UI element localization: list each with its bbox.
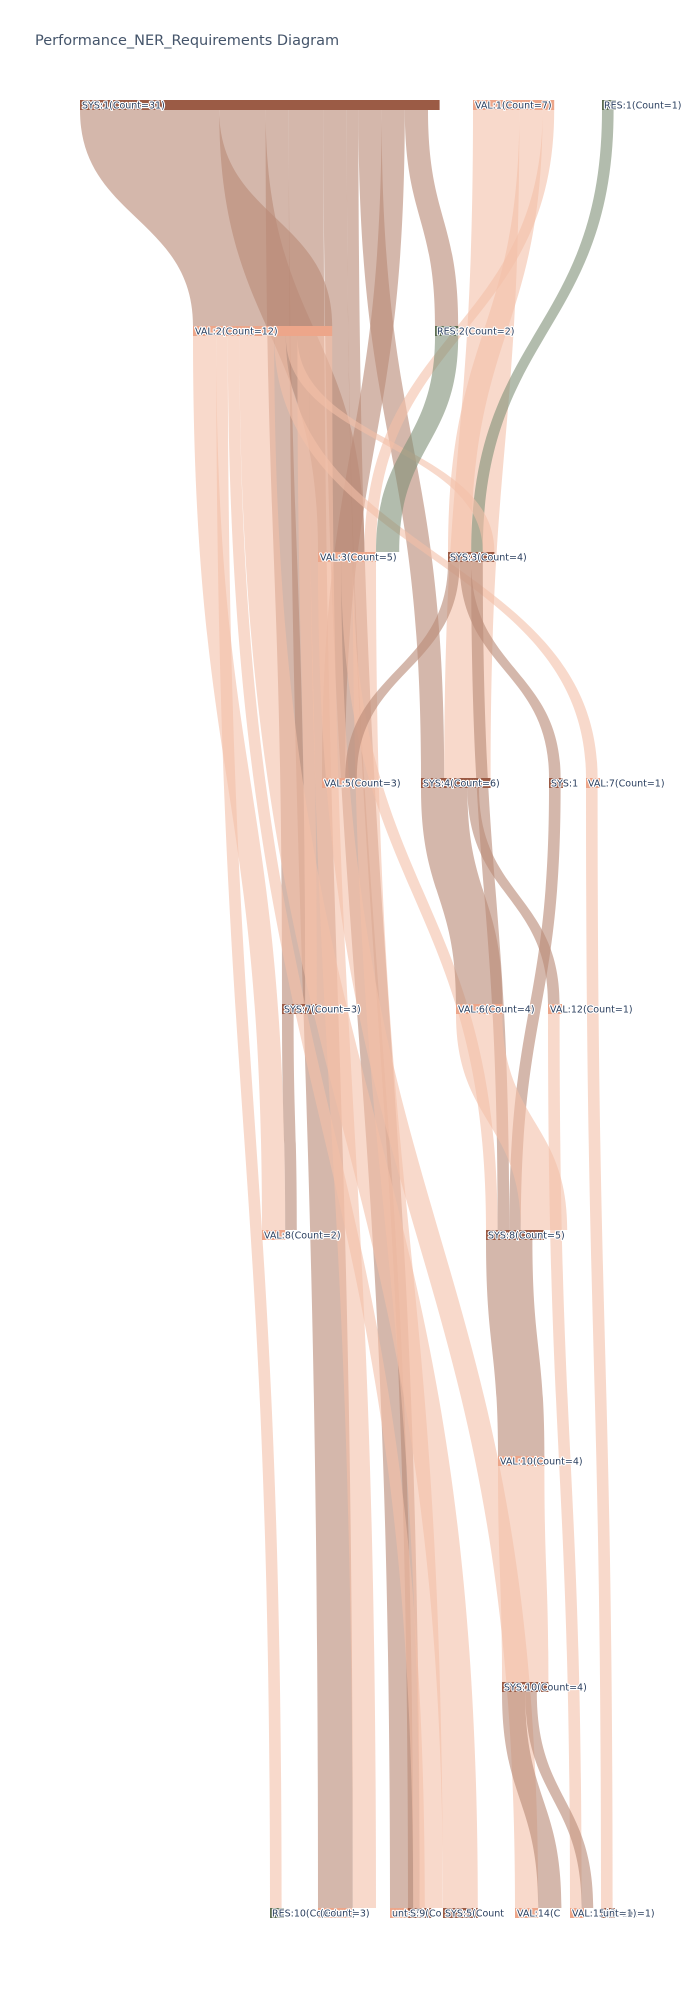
sankey-node-val6[interactable] <box>456 1004 503 1014</box>
sankey-link[interactable] <box>364 110 555 552</box>
sankey-node-be[interactable] <box>515 1908 539 1918</box>
sankey-node-sys1[interactable] <box>80 100 440 110</box>
sankey-link[interactable] <box>285 336 495 552</box>
sankey-node-label: VAL:2(Count=12) <box>195 327 278 338</box>
sankey-node-label: RES:10(Count=1) <box>272 1909 356 1920</box>
sankey-node-ba[interactable] <box>318 1908 353 1918</box>
sankey-node-val8[interactable] <box>262 1230 286 1240</box>
sankey-node-res1[interactable] <box>602 100 616 110</box>
sankey-link[interactable] <box>297 336 317 1004</box>
sankey-node-val3[interactable] <box>318 552 376 562</box>
sankey-link[interactable] <box>421 788 503 1004</box>
sankey-node-sys10[interactable] <box>502 1682 549 1692</box>
sankey-link[interactable] <box>448 110 543 552</box>
sankey-node-sys3[interactable] <box>448 552 495 562</box>
sankey-node-label: VAL:15(Count=1) <box>572 1909 655 1920</box>
sankey-link[interactable] <box>525 1692 594 1908</box>
sankey-node-label: VAL:8(Count=2) <box>264 1231 341 1242</box>
sankey-node-bd[interactable] <box>443 1908 478 1918</box>
sankey-link[interactable] <box>227 336 425 1908</box>
sankey-link[interactable] <box>352 562 443 1908</box>
sankey-link[interactable] <box>239 336 478 1908</box>
nodes-layer <box>80 100 616 1918</box>
sankey-node-label: VAL:12(Count=1) <box>550 1005 633 1016</box>
sankey-node-val2[interactable] <box>193 326 333 336</box>
sankey-node-label: VAL:1(Count=7) <box>475 101 552 112</box>
sankey-node-label: RES:1(Count=1) <box>604 101 682 112</box>
sankey-node-res10[interactable] <box>270 1908 284 1918</box>
sankey-link[interactable] <box>318 562 539 1908</box>
sankey-node-label: VAL:7(Count=1) <box>588 779 665 790</box>
sankey-node-label: VAL:3(Count=5) <box>320 553 397 564</box>
sankey-node-label: (Count=3) <box>320 1909 370 1920</box>
sankey-node-sys4[interactable] <box>421 778 491 788</box>
sankey-node-bg[interactable] <box>601 1908 615 1918</box>
labels-layer: SYS:1(Count=31) VAL:1(Count=7) RES:1(Count… <box>81 99 683 1920</box>
sankey-link[interactable] <box>502 1692 562 1908</box>
sankey-node-label: S:9(Co <box>410 1909 442 1920</box>
sankey-node-label: SYS:1(Count=31) <box>82 101 165 112</box>
sankey-link[interactable] <box>282 1014 297 1230</box>
sankey-link[interactable] <box>467 788 560 1004</box>
sankey-node-val1[interactable] <box>473 100 555 110</box>
sankey-link[interactable] <box>376 336 459 552</box>
sankey-link[interactable] <box>486 1240 545 1456</box>
sankey-node-label: RES:2(Count=2) <box>437 327 515 338</box>
sankey-node-sys7[interactable] <box>282 1004 317 1014</box>
sankey-node-label: VAL:10(Count=4) <box>500 1457 583 1468</box>
sankey-node-label: VAL:14(C <box>517 1909 561 1920</box>
sankey-node-bc[interactable] <box>408 1908 432 1918</box>
sankey-node-val10[interactable] <box>498 1456 545 1466</box>
sankey-link[interactable] <box>193 336 286 1230</box>
diagram-title: Performance_NER_Requirements Diagram <box>35 33 340 49</box>
links-layer <box>80 110 614 1908</box>
sankey-link[interactable] <box>341 562 498 1230</box>
sankey-node-val12[interactable] <box>548 1004 562 1014</box>
sankey-node-label: SYS:5(Count <box>445 1909 504 1920</box>
sankey-link[interactable] <box>471 110 614 552</box>
sankey-link[interactable] <box>459 562 561 778</box>
sankey-node-label: VAL:6(Count=4) <box>458 1005 535 1016</box>
sankey-node-label: unt=1) <box>603 1909 636 1920</box>
sankey-node-res2[interactable] <box>435 326 459 336</box>
sankey-node-label: SYS:8(Count=5) <box>488 1231 565 1242</box>
sankey-link[interactable] <box>586 788 613 1908</box>
sankey-node-sys1b[interactable] <box>549 778 563 788</box>
sankey-link[interactable] <box>456 1014 568 1230</box>
sankey-node-label: SYS:10(Count=4) <box>504 1683 587 1694</box>
sankey-node-val5[interactable] <box>322 778 357 788</box>
sankey-link[interactable] <box>404 110 459 326</box>
sankey-link[interactable] <box>216 336 282 1908</box>
sankey-node-label: VAL:5(Count=3) <box>324 779 401 790</box>
sankey-node-label: SYS:3(Count=4) <box>450 553 527 564</box>
sankey-link[interactable] <box>548 1014 582 1908</box>
sankey-node-label: SYS:4(Count=6) <box>423 779 500 790</box>
sankey-link[interactable] <box>274 336 598 778</box>
sankey-link[interactable] <box>498 1466 549 1682</box>
sankey-link[interactable] <box>345 562 460 778</box>
sankey-node-label: SYS:1 <box>551 779 578 790</box>
sankey-node-sys8[interactable] <box>486 1230 544 1240</box>
sankey-node-val7[interactable] <box>586 778 600 788</box>
sankey-node-bf[interactable] <box>570 1908 584 1918</box>
sankey-node-label: unt=3) <box>392 1909 425 1920</box>
sankey-node-bb[interactable] <box>390 1908 425 1918</box>
sankey-node-label: SYS:7(Count=3) <box>284 1005 361 1016</box>
